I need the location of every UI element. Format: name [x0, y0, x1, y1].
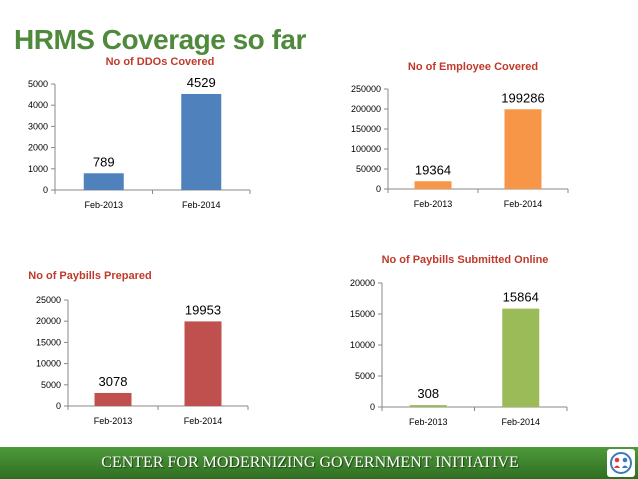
y-tick-label: 100000	[351, 144, 381, 154]
data-label: 19953	[185, 302, 221, 317]
y-tick-label: 50000	[356, 164, 381, 174]
data-label: 308	[417, 386, 439, 401]
y-tick-label: 250000	[351, 84, 381, 94]
x-category-label: Feb-2013	[409, 417, 448, 427]
x-category-label: Feb-2014	[501, 417, 540, 427]
data-label: 15864	[503, 290, 539, 305]
bar-feb-2013	[409, 405, 447, 407]
data-label: 4529	[187, 75, 216, 90]
y-tick-label: 15000	[36, 337, 61, 347]
y-tick-label: 150000	[351, 124, 381, 134]
bar-feb-2014	[502, 308, 540, 407]
x-category-label: Feb-2014	[182, 200, 221, 210]
y-tick-label: 2000	[28, 143, 48, 153]
y-tick-label: 4000	[28, 100, 48, 110]
y-tick-label: 0	[43, 185, 48, 195]
data-label: 789	[93, 154, 115, 169]
bar-feb-2013	[83, 173, 124, 190]
bar-feb-2014	[184, 321, 222, 406]
y-tick-label: 1000	[28, 164, 48, 174]
y-tick-label: 5000	[41, 380, 61, 390]
chart-paybills-submitted-online: No of Paybills Submitted Online 0 5000 1000…	[350, 254, 568, 427]
x-category-label: Feb-2013	[414, 199, 453, 209]
y-tick-label: 0	[376, 184, 381, 194]
y-tick-label: 20000	[36, 316, 61, 326]
chart-employee-covered: No of Employee Covered 0 50000 100000 150000…	[351, 61, 569, 209]
y-tick-label: 10000	[36, 359, 61, 369]
data-label: 3078	[99, 374, 128, 389]
y-tick-label: 0	[370, 402, 375, 412]
y-tick-label: 5000	[355, 371, 375, 381]
x-category-label: Feb-2014	[184, 416, 223, 426]
x-category-label: Feb-2014	[504, 199, 543, 209]
y-tick-label: 25000	[36, 295, 61, 305]
bar-feb-2013	[414, 181, 452, 189]
footer-text: CENTER FOR MODERNIZING GOVERNMENT INITIA…	[101, 454, 519, 471]
cmgi-logo-icon	[607, 449, 635, 477]
footer-bar: CENTER FOR MODERNIZING GOVERNMENT INITIA…	[0, 447, 638, 479]
bar-feb-2013	[94, 392, 132, 406]
x-category-label: Feb-2013	[94, 416, 133, 426]
bar-feb-2014	[504, 109, 542, 189]
y-tick-label: 5000	[28, 79, 48, 89]
chart-title: No of Paybills Prepared	[28, 270, 151, 282]
y-tick-label: 200000	[351, 104, 381, 114]
chart-title: No of Employee Covered	[408, 61, 538, 73]
y-tick-label: 0	[56, 401, 61, 411]
chart-ddos-covered: No of DDOs Covered 0 1000 2000 3000 4000 5000 7…	[28, 56, 251, 210]
chart-title: No of Paybills Submitted Online	[382, 254, 549, 266]
chart-paybills-prepared: No of Paybills Prepared 0 5000 10000 15000 20…	[28, 270, 249, 426]
data-label: 199286	[501, 90, 544, 105]
y-tick-label: 20000	[350, 278, 375, 288]
y-tick-label: 15000	[350, 309, 375, 319]
y-tick-label: 3000	[28, 121, 48, 131]
slide-title: HRMS Coverage so far	[14, 24, 306, 55]
x-category-label: Feb-2013	[84, 200, 123, 210]
bar-feb-2014	[181, 93, 222, 190]
y-tick-label: 10000	[350, 340, 375, 350]
data-label: 19364	[415, 162, 451, 177]
chart-title: No of DDOs Covered	[106, 56, 215, 68]
